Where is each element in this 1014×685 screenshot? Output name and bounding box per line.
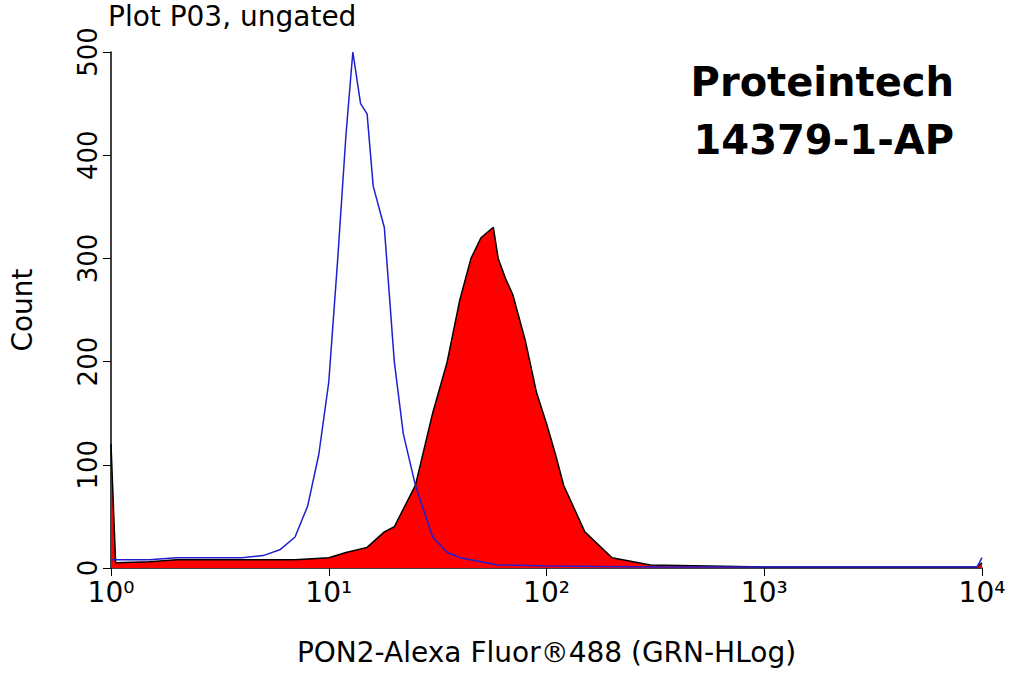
svg-text:Count: Count xyxy=(6,268,39,351)
svg-text:PON2-Alexa Fluor®488 (GRN-HLog: PON2-Alexa Fluor®488 (GRN-HLog) xyxy=(297,636,796,669)
svg-text:10²: 10² xyxy=(523,576,570,609)
svg-text:500: 500 xyxy=(73,27,103,77)
svg-text:10¹: 10¹ xyxy=(305,576,352,609)
svg-text:10³: 10³ xyxy=(741,576,788,609)
svg-text:Plot P03, ungated: Plot P03, ungated xyxy=(108,0,356,33)
svg-text:Proteintech: Proteintech xyxy=(691,59,954,105)
svg-text:400: 400 xyxy=(73,130,103,180)
svg-text:10⁴: 10⁴ xyxy=(959,576,1006,609)
svg-text:200: 200 xyxy=(73,337,103,387)
svg-text:100: 100 xyxy=(73,440,103,490)
svg-text:10⁰: 10⁰ xyxy=(88,576,135,609)
svg-text:0: 0 xyxy=(73,560,103,577)
svg-text:14379-1-AP: 14379-1-AP xyxy=(694,117,954,163)
svg-text:300: 300 xyxy=(73,234,103,284)
